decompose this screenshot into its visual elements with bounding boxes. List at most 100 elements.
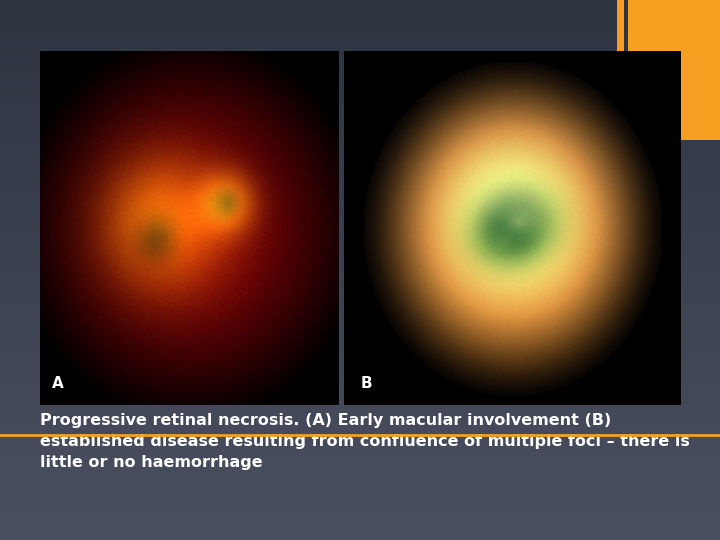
Bar (0, 189, 720, 192)
Bar (0, 413, 720, 416)
Bar (0, 327, 720, 329)
Bar (0, 46, 720, 49)
Bar (0, 364, 720, 367)
Text: B: B (361, 376, 372, 391)
Bar (0, 383, 720, 386)
Bar (0, 3, 720, 5)
Bar (0, 302, 720, 305)
Bar (0, 489, 720, 491)
Bar (0, 362, 720, 364)
Bar (0, 178, 720, 181)
Bar (0, 462, 720, 464)
Bar (0, 456, 720, 459)
Bar (0, 194, 720, 197)
Bar (0, 305, 720, 308)
Bar (0, 135, 720, 138)
Bar (0, 124, 720, 127)
Bar (0, 491, 720, 494)
Bar (617, 0, 624, 140)
Bar (0, 338, 720, 340)
Bar (0, 516, 720, 518)
Bar (0, 0, 720, 3)
Text: A: A (52, 376, 63, 391)
Bar (0, 51, 720, 54)
Bar (0, 432, 720, 435)
Bar (0, 43, 720, 46)
Bar (0, 113, 720, 116)
Bar (0, 49, 720, 51)
Bar (0, 281, 720, 284)
Bar (0, 240, 720, 243)
Bar (0, 440, 720, 443)
Bar (0, 524, 720, 526)
Bar (0, 286, 720, 289)
Bar (0, 343, 720, 346)
Bar (0, 521, 720, 524)
Bar (0, 435, 720, 437)
Bar (0, 348, 720, 351)
Bar (0, 78, 720, 81)
Bar (0, 451, 720, 454)
Bar (0, 165, 720, 167)
Bar (0, 27, 720, 30)
Bar (0, 375, 720, 378)
Bar (0, 38, 720, 40)
Bar (0, 170, 720, 173)
Bar (0, 373, 720, 375)
Bar (0, 510, 720, 513)
Bar (0, 70, 720, 73)
Bar (0, 122, 720, 124)
Bar (0, 329, 720, 332)
Bar (0, 92, 720, 94)
Bar (0, 526, 720, 529)
Bar (0, 111, 720, 113)
Bar (0, 181, 720, 184)
Bar (0, 335, 720, 338)
Bar (0, 284, 720, 286)
Bar (0, 100, 720, 103)
Bar (628, 0, 720, 140)
Bar (0, 346, 720, 348)
Bar (0, 94, 720, 97)
Bar (0, 127, 720, 130)
Bar (0, 230, 720, 232)
Bar (0, 537, 720, 540)
Bar (0, 138, 720, 140)
Bar (0, 424, 720, 427)
Text: Progressive retinal necrosis. (A) Early macular involvement (B)
established dise: Progressive retinal necrosis. (A) Early … (40, 413, 690, 470)
Bar (0, 359, 720, 362)
Bar (0, 208, 720, 211)
Bar (0, 481, 720, 483)
Bar (0, 151, 720, 154)
Bar (0, 270, 720, 273)
Bar (0, 68, 720, 70)
Bar (0, 14, 720, 16)
Bar (0, 132, 720, 135)
Bar (0, 367, 720, 370)
Bar (0, 108, 720, 111)
Bar (0, 535, 720, 537)
Bar (0, 40, 720, 43)
Bar (0, 30, 720, 32)
Bar (0, 443, 720, 445)
Bar (0, 59, 720, 62)
Bar (0, 316, 720, 319)
Bar (0, 392, 720, 394)
Bar (0, 173, 720, 176)
Bar (0, 262, 720, 265)
Bar (0, 502, 720, 505)
Bar (0, 221, 720, 224)
Bar (0, 389, 720, 392)
Bar (0, 86, 720, 89)
Bar (0, 402, 720, 405)
Bar (0, 494, 720, 497)
Bar (0, 205, 720, 208)
Bar (0, 105, 720, 108)
Bar (0, 500, 720, 502)
Bar (0, 467, 720, 470)
Bar (0, 157, 720, 159)
Bar (0, 57, 720, 59)
Bar (0, 235, 720, 238)
Bar (0, 254, 720, 256)
Bar (0, 427, 720, 429)
